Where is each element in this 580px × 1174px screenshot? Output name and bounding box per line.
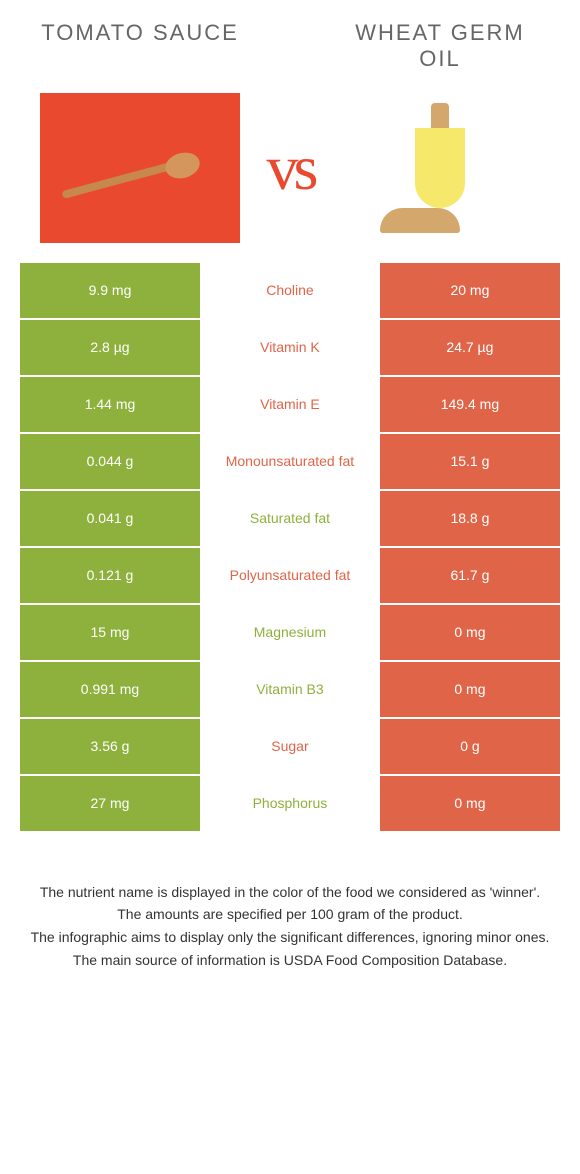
- right-value-cell: 0 mg: [380, 776, 560, 831]
- left-value-cell: 15 mg: [20, 605, 200, 660]
- table-row: 0.044 gMonounsaturated fat15.1 g: [20, 434, 560, 491]
- left-value-cell: 0.991 mg: [20, 662, 200, 717]
- left-value-cell: 9.9 mg: [20, 263, 200, 318]
- table-row: 0.991 mgVitamin B30 mg: [20, 662, 560, 719]
- footer-notes: The nutrient name is displayed in the co…: [0, 833, 580, 1003]
- right-value-cell: 15.1 g: [380, 434, 560, 489]
- right-value-cell: 18.8 g: [380, 491, 560, 546]
- footer-line: The nutrient name is displayed in the co…: [30, 883, 550, 903]
- left-food-title: Tomato Sauce: [40, 20, 240, 73]
- nutrient-label-cell: Vitamin K: [200, 320, 380, 375]
- right-food-title: Wheat Germ Oil: [340, 20, 540, 73]
- nutrient-label-cell: Polyunsaturated fat: [200, 548, 380, 603]
- nutrient-label-cell: Sugar: [200, 719, 380, 774]
- nutrient-label-cell: Saturated fat: [200, 491, 380, 546]
- table-row: 15 mgMagnesium0 mg: [20, 605, 560, 662]
- right-value-cell: 0 mg: [380, 605, 560, 660]
- tomato-sauce-image: [40, 93, 240, 243]
- table-row: 27 mgPhosphorus0 mg: [20, 776, 560, 833]
- table-row: 2.8 µgVitamin K24.7 µg: [20, 320, 560, 377]
- right-value-cell: 149.4 mg: [380, 377, 560, 432]
- footer-line: The amounts are specified per 100 gram o…: [30, 905, 550, 925]
- table-row: 9.9 mgCholine20 mg: [20, 263, 560, 320]
- nutrient-label-cell: Vitamin E: [200, 377, 380, 432]
- nutrient-label-cell: Vitamin B3: [200, 662, 380, 717]
- right-value-cell: 61.7 g: [380, 548, 560, 603]
- left-value-cell: 0.044 g: [20, 434, 200, 489]
- vs-label: vs: [267, 131, 314, 205]
- right-value-cell: 0 mg: [380, 662, 560, 717]
- wheat-germ-oil-image: [340, 93, 540, 243]
- table-row: 0.121 gPolyunsaturated fat61.7 g: [20, 548, 560, 605]
- nutrient-label-cell: Monounsaturated fat: [200, 434, 380, 489]
- right-value-cell: 20 mg: [380, 263, 560, 318]
- comparison-table: 9.9 mgCholine20 mg2.8 µgVitamin K24.7 µg…: [0, 263, 580, 833]
- right-value-cell: 24.7 µg: [380, 320, 560, 375]
- left-value-cell: 1.44 mg: [20, 377, 200, 432]
- table-row: 3.56 gSugar0 g: [20, 719, 560, 776]
- table-row: 1.44 mgVitamin E149.4 mg: [20, 377, 560, 434]
- nutrient-label-cell: Magnesium: [200, 605, 380, 660]
- left-value-cell: 0.121 g: [20, 548, 200, 603]
- left-value-cell: 27 mg: [20, 776, 200, 831]
- footer-line: The infographic aims to display only the…: [30, 928, 550, 948]
- right-value-cell: 0 g: [380, 719, 560, 774]
- footer-line: The main source of information is USDA F…: [30, 951, 550, 971]
- images-row: vs: [0, 83, 580, 263]
- header: Tomato Sauce Wheat Germ Oil: [0, 0, 580, 83]
- nutrient-label-cell: Choline: [200, 263, 380, 318]
- table-row: 0.041 gSaturated fat18.8 g: [20, 491, 560, 548]
- nutrient-label-cell: Phosphorus: [200, 776, 380, 831]
- left-value-cell: 2.8 µg: [20, 320, 200, 375]
- left-value-cell: 0.041 g: [20, 491, 200, 546]
- left-value-cell: 3.56 g: [20, 719, 200, 774]
